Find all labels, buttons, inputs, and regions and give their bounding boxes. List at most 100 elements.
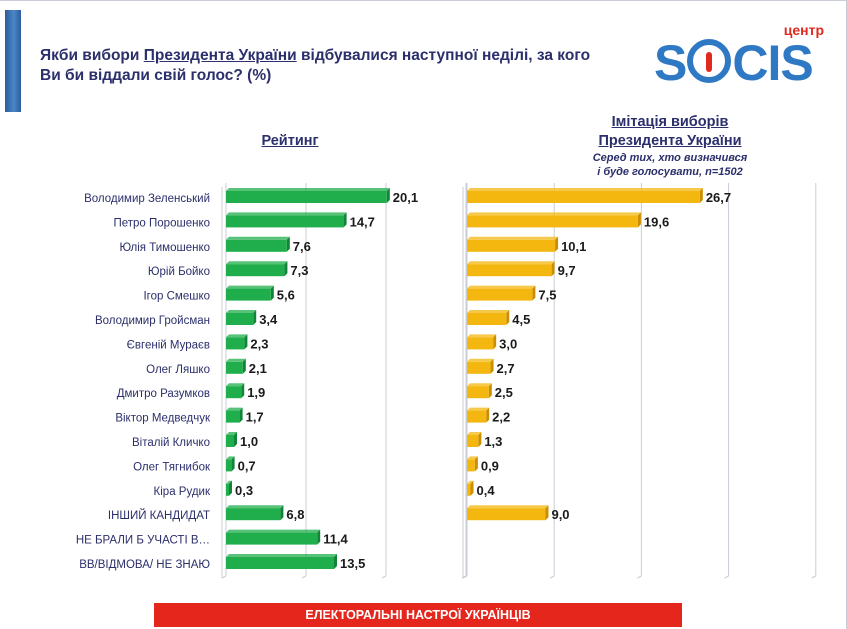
rating-bar-side-face <box>229 480 232 496</box>
ratings-chart: 20,1 Володимир Зеленський 14,7 Петро Пороше… <box>76 183 817 579</box>
right-panel-title: Імітація виборів Президента України <box>560 113 780 151</box>
logo-word-start: S <box>654 35 687 91</box>
rating-bar-top-face <box>226 432 237 435</box>
right-panel-subtitle-line-1: Серед тих, хто визначився <box>592 152 748 164</box>
rating-bar <box>226 410 240 423</box>
simulation-bar-top-face <box>467 407 490 411</box>
category-label: Віталій Кличко <box>132 437 210 449</box>
simulation-value-label: 2,5 <box>495 385 513 400</box>
rating-value-label: 7,3 <box>290 263 308 278</box>
simulation-bar-top-face <box>467 236 559 240</box>
simulation-value-label: 2,2 <box>492 410 510 425</box>
rating-bar <box>226 483 229 496</box>
category-label: НЕ БРАЛИ Б УЧАСТІ В… <box>76 535 210 547</box>
simulation-bar-side-face <box>506 310 510 325</box>
simulation-bar <box>467 337 494 350</box>
simulation-bar-top-face <box>467 383 492 387</box>
rating-bar-side-face <box>239 407 243 423</box>
simulation-bar-side-face <box>545 505 549 521</box>
rating-value-label: 2,3 <box>250 336 268 351</box>
frame-top-border <box>0 0 847 1</box>
rating-bar-top-face <box>226 236 290 240</box>
rating-bar <box>226 386 242 399</box>
simulation-bar-top-face <box>467 188 703 191</box>
simulation-bar-side-face <box>488 383 492 399</box>
title-part-1: Якби вибори <box>40 47 144 64</box>
title-link: Президента України <box>143 47 297 64</box>
simulation-bar <box>467 361 491 374</box>
rating-value-label: 1,9 <box>247 385 265 400</box>
simulation-bar-top-face <box>467 480 474 484</box>
rating-value-label: 5,6 <box>277 288 295 303</box>
simulation-value-label: 10,1 <box>561 239 586 254</box>
simulation-bar-side-face <box>551 261 555 277</box>
rating-bar-top-face <box>226 383 245 387</box>
simulation-bar-top-face <box>467 285 536 289</box>
rating-bar-side-face <box>334 554 337 569</box>
rating-bar-top-face <box>226 529 321 533</box>
simulation-bar <box>467 435 479 447</box>
category-label: Ігор Смешко <box>143 291 210 303</box>
category-label: Володимир Гройсман <box>95 315 210 327</box>
rating-value-label: 0,3 <box>235 483 253 498</box>
rating-value-label: 7,6 <box>293 239 311 254</box>
rating-bar <box>226 435 234 447</box>
logo-figure-icon <box>687 39 732 83</box>
category-label: Олег Тягнибок <box>133 461 211 473</box>
rating-value-label: 11,4 <box>323 532 348 547</box>
simulation-bar <box>467 508 546 521</box>
simulation-bar-top-face <box>467 261 555 265</box>
rating-bar-top-face <box>226 285 274 289</box>
rating-bar-top-face <box>226 212 347 216</box>
simulation-bar-side-face <box>493 334 497 350</box>
rating-value-label: 14,7 <box>350 214 375 229</box>
rating-bar <box>226 532 318 545</box>
rating-bar <box>226 557 334 569</box>
simulation-bar <box>467 239 556 252</box>
simulation-value-label: 1,3 <box>484 434 502 449</box>
simulation-bar-side-face <box>637 212 641 228</box>
rating-bar <box>226 191 387 203</box>
simulation-bar <box>467 191 700 203</box>
logo-word-end: CIS <box>732 35 813 91</box>
rating-bar-top-face <box>226 456 235 460</box>
rating-bar <box>226 239 287 252</box>
category-label: Юрій Бойко <box>148 266 210 278</box>
simulation-gridline-foot <box>811 575 817 579</box>
simulation-bar-side-face <box>532 285 536 301</box>
rating-gridline-foot <box>301 575 307 579</box>
rating-bar-side-face <box>253 310 257 325</box>
slide-accent-bar <box>5 10 21 112</box>
simulation-value-label: 9,0 <box>551 507 569 522</box>
simulation-value-label: 4,5 <box>512 312 530 327</box>
simulation-value-label: 26,7 <box>706 190 731 205</box>
simulation-bar-side-face <box>486 407 490 423</box>
right-panel-subtitle: Серед тих, хто визначився і буде голосув… <box>560 151 780 179</box>
simulation-gridline-foot <box>724 575 729 579</box>
title-part-2: відбувалися наступної неділі, за кого Ви… <box>40 47 591 84</box>
rating-bar-top-face <box>226 358 246 362</box>
right-panel-subtitle-line-2: і буде голосувати, n=1502 <box>597 166 743 178</box>
rating-bar <box>226 313 254 325</box>
rating-bar-side-face <box>244 334 248 350</box>
rating-value-label: 1,0 <box>240 434 258 449</box>
simulation-bar-top-face <box>467 310 510 313</box>
rating-value-label: 1,7 <box>246 410 264 425</box>
rating-bar <box>226 508 281 521</box>
right-panel-title-line-2: Президента України <box>598 133 742 149</box>
rating-bar-side-face <box>234 432 237 447</box>
simulation-bar-side-face <box>478 432 482 447</box>
logo-wordmark: S CIS <box>654 34 814 92</box>
simulation-bar-side-face <box>699 188 703 203</box>
simulation-bar <box>467 288 533 301</box>
simulation-gridline-foot <box>462 575 468 579</box>
simulation-value-label: 7,5 <box>538 288 556 303</box>
page-title: Якби вибори Президента України відбували… <box>40 46 600 86</box>
rating-bar-side-face <box>231 456 235 472</box>
simulation-bar-top-face <box>467 212 641 216</box>
rating-bar-side-face <box>280 505 284 521</box>
rating-bar <box>226 215 344 228</box>
footer-banner: ЕЛЕКТОРАЛЬНІ НАСТРОЇ УКРАЇНЦІВ <box>154 603 682 627</box>
simulation-bar <box>467 215 638 228</box>
category-label: Євгеній Мураєв <box>127 339 210 351</box>
